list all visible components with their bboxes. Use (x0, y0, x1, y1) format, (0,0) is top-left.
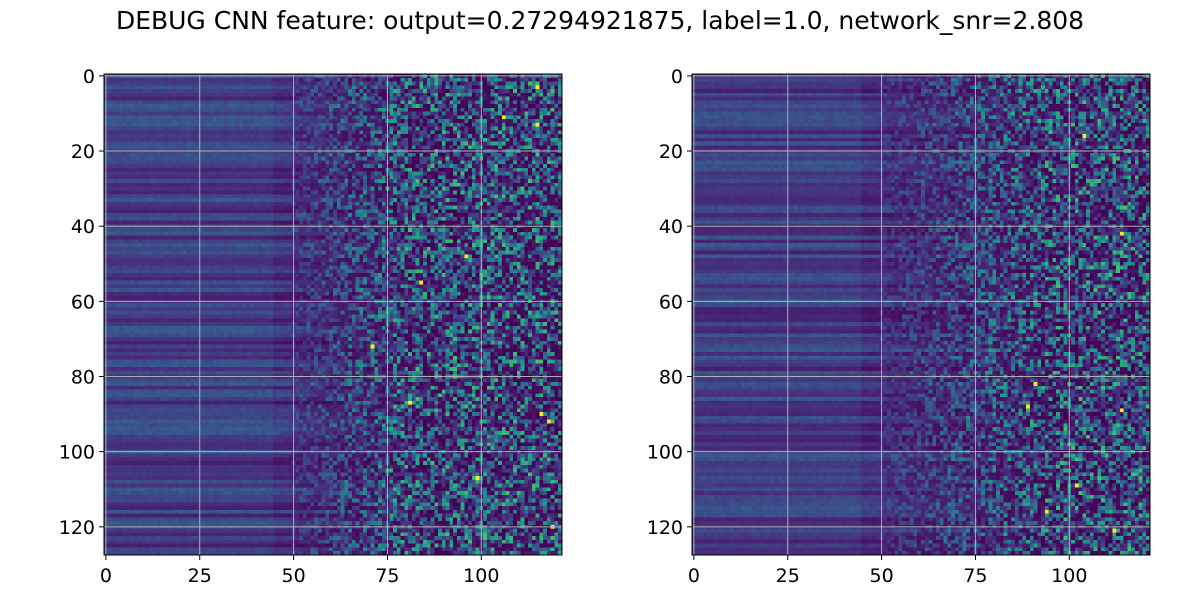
bright-cell-4 (1044, 509, 1049, 514)
x-tick-label: 50 (281, 565, 305, 587)
y-tick-label: 20 (71, 141, 95, 163)
figure-title: DEBUG CNN feature: output=0.27294921875,… (115, 6, 1085, 35)
x-tick-label: 75 (375, 565, 399, 587)
x-tick-label: 0 (688, 565, 700, 587)
y-tick-label: 80 (71, 367, 95, 389)
bright-cell-6 (408, 400, 412, 405)
y-tick-label: 0 (671, 66, 683, 88)
y-tick-label: 40 (659, 216, 683, 238)
y-tick-label: 40 (71, 216, 95, 238)
heatmap-panel-right: 0 25 50 75 100 0 20 40 60 80 100 120 (647, 66, 1151, 587)
axes-frame (691, 73, 1151, 556)
bright-cell-5 (1074, 483, 1079, 488)
y-tick-label: 0 (83, 66, 95, 88)
x-tick-label: 100 (1051, 565, 1087, 587)
y-tick-label: 100 (59, 442, 95, 464)
x-tick-label: 75 (963, 565, 987, 587)
bright-cell-0 (535, 85, 540, 90)
y-tick-label: 120 (647, 517, 683, 539)
bright-cell-1 (1026, 404, 1030, 409)
bright-cell-6 (1082, 134, 1087, 138)
x-tick-label: 25 (776, 565, 800, 587)
y-tick-label: 120 (59, 517, 95, 539)
x-tick-label: 100 (463, 565, 499, 587)
bright-cell-8 (546, 419, 551, 424)
bright-cell-3 (464, 254, 469, 259)
bright-cell-1 (535, 122, 540, 127)
bright-cell-7 (1112, 528, 1117, 533)
x-tick-label: 25 (188, 565, 212, 587)
bright-cell-5 (370, 344, 375, 349)
axes-frame (103, 73, 563, 556)
bright-cell-4 (419, 280, 424, 285)
heatmap-image (692, 74, 1150, 555)
bright-cell-0 (1119, 231, 1124, 236)
y-tick-label: 100 (647, 442, 683, 464)
x-tick-label: 50 (869, 565, 893, 587)
heatmap-image (104, 74, 562, 555)
x-tick-label: 0 (100, 565, 112, 587)
heatmap-panel-left: 0 25 50 75 100 0 20 40 60 80 100 120 (59, 66, 563, 587)
bright-cell-2 (1033, 382, 1038, 386)
y-tick-label: 20 (659, 141, 683, 163)
bright-cell-2 (501, 115, 506, 120)
y-tick-label: 60 (659, 291, 683, 313)
bright-cell-7 (539, 412, 544, 416)
y-tick-label: 80 (659, 367, 683, 389)
y-tick-label: 60 (71, 291, 95, 313)
bright-cell-3 (1119, 408, 1124, 413)
bright-cell-9 (475, 476, 480, 480)
